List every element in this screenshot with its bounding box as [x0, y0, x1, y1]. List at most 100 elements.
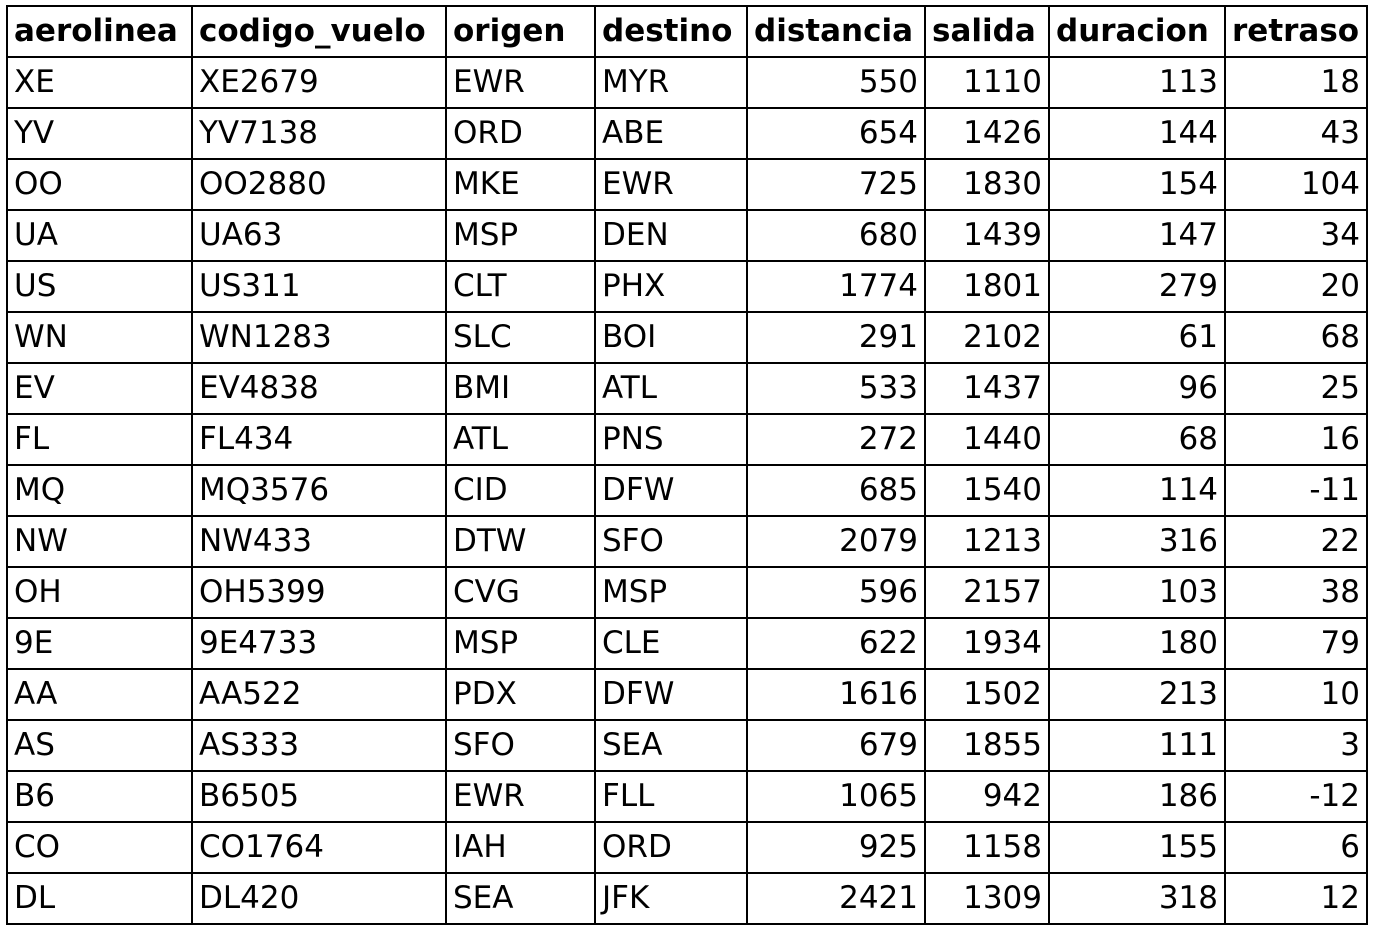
cell-duracion[interactable]: 103 [1048, 566, 1226, 619]
cell-destino[interactable]: MYR [594, 56, 748, 109]
cell-codigo-vuelo[interactable]: OO2880 [191, 158, 447, 211]
cell-origen[interactable]: EWR [445, 56, 596, 109]
cell-salida[interactable]: 1426 [924, 107, 1050, 160]
cell-retraso[interactable]: -12 [1224, 770, 1368, 823]
cell-origen[interactable]: DTW [445, 515, 596, 568]
cell-destino[interactable]: DFW [594, 668, 748, 721]
cell-destino[interactable]: CLE [594, 617, 748, 670]
cell-duracion[interactable]: 154 [1048, 158, 1226, 211]
cell-destino[interactable]: JFK [594, 872, 748, 925]
cell-retraso[interactable]: 104 [1224, 158, 1368, 211]
cell-retraso[interactable]: 79 [1224, 617, 1368, 670]
cell-duracion[interactable]: 180 [1048, 617, 1226, 670]
cell-destino[interactable]: ABE [594, 107, 748, 160]
cell-origen[interactable]: EWR [445, 770, 596, 823]
cell-duracion[interactable]: 113 [1048, 56, 1226, 109]
cell-origen[interactable]: MSP [445, 209, 596, 262]
cell-retraso[interactable]: 68 [1224, 311, 1368, 364]
cell-retraso[interactable]: 25 [1224, 362, 1368, 415]
cell-destino[interactable]: SFO [594, 515, 748, 568]
cell-salida[interactable]: 1502 [924, 668, 1050, 721]
cell-codigo-vuelo[interactable]: FL434 [191, 413, 447, 466]
cell-aerolinea[interactable]: B6 [6, 770, 193, 823]
cell-origen[interactable]: PDX [445, 668, 596, 721]
cell-origen[interactable]: CID [445, 464, 596, 517]
cell-aerolinea[interactable]: AS [6, 719, 193, 772]
cell-codigo-vuelo[interactable]: EV4838 [191, 362, 447, 415]
cell-distancia[interactable]: 622 [746, 617, 926, 670]
cell-salida[interactable]: 1540 [924, 464, 1050, 517]
cell-distancia[interactable]: 533 [746, 362, 926, 415]
cell-codigo-vuelo[interactable]: WN1283 [191, 311, 447, 364]
cell-origen[interactable]: SLC [445, 311, 596, 364]
cell-retraso[interactable]: 3 [1224, 719, 1368, 772]
cell-retraso[interactable]: 38 [1224, 566, 1368, 619]
cell-salida[interactable]: 1309 [924, 872, 1050, 925]
cell-aerolinea[interactable]: OH [6, 566, 193, 619]
cell-retraso[interactable]: 6 [1224, 821, 1368, 874]
cell-codigo-vuelo[interactable]: CO1764 [191, 821, 447, 874]
column-header-duracion[interactable]: duracion [1048, 5, 1226, 58]
cell-aerolinea[interactable]: XE [6, 56, 193, 109]
cell-codigo-vuelo[interactable]: 9E4733 [191, 617, 447, 670]
cell-salida[interactable]: 1213 [924, 515, 1050, 568]
cell-destino[interactable]: SEA [594, 719, 748, 772]
column-header-distancia[interactable]: distancia [746, 5, 926, 58]
cell-destino[interactable]: MSP [594, 566, 748, 619]
cell-origen[interactable]: MSP [445, 617, 596, 670]
cell-codigo-vuelo[interactable]: NW433 [191, 515, 447, 568]
cell-distancia[interactable]: 550 [746, 56, 926, 109]
cell-duracion[interactable]: 68 [1048, 413, 1226, 466]
cell-retraso[interactable]: -11 [1224, 464, 1368, 517]
cell-distancia[interactable]: 1065 [746, 770, 926, 823]
cell-salida[interactable]: 942 [924, 770, 1050, 823]
cell-origen[interactable]: BMI [445, 362, 596, 415]
cell-salida[interactable]: 1110 [924, 56, 1050, 109]
cell-salida[interactable]: 1437 [924, 362, 1050, 415]
cell-codigo-vuelo[interactable]: MQ3576 [191, 464, 447, 517]
cell-salida[interactable]: 1855 [924, 719, 1050, 772]
column-header-retraso[interactable]: retraso [1224, 5, 1368, 58]
cell-distancia[interactable]: 272 [746, 413, 926, 466]
cell-codigo-vuelo[interactable]: UA63 [191, 209, 447, 262]
cell-retraso[interactable]: 43 [1224, 107, 1368, 160]
cell-destino[interactable]: ORD [594, 821, 748, 874]
cell-aerolinea[interactable]: EV [6, 362, 193, 415]
cell-aerolinea[interactable]: CO [6, 821, 193, 874]
cell-duracion[interactable]: 111 [1048, 719, 1226, 772]
cell-aerolinea[interactable]: UA [6, 209, 193, 262]
cell-retraso[interactable]: 12 [1224, 872, 1368, 925]
cell-origen[interactable]: IAH [445, 821, 596, 874]
cell-retraso[interactable]: 22 [1224, 515, 1368, 568]
cell-distancia[interactable]: 2421 [746, 872, 926, 925]
cell-salida[interactable]: 2157 [924, 566, 1050, 619]
cell-destino[interactable]: EWR [594, 158, 748, 211]
cell-codigo-vuelo[interactable]: DL420 [191, 872, 447, 925]
cell-aerolinea[interactable]: OO [6, 158, 193, 211]
cell-duracion[interactable]: 147 [1048, 209, 1226, 262]
cell-distancia[interactable]: 654 [746, 107, 926, 160]
cell-duracion[interactable]: 61 [1048, 311, 1226, 364]
cell-aerolinea[interactable]: YV [6, 107, 193, 160]
cell-retraso[interactable]: 34 [1224, 209, 1368, 262]
cell-origen[interactable]: MKE [445, 158, 596, 211]
cell-duracion[interactable]: 96 [1048, 362, 1226, 415]
cell-destino[interactable]: ATL [594, 362, 748, 415]
cell-duracion[interactable]: 155 [1048, 821, 1226, 874]
cell-salida[interactable]: 1158 [924, 821, 1050, 874]
cell-duracion[interactable]: 186 [1048, 770, 1226, 823]
cell-origen[interactable]: CLT [445, 260, 596, 313]
cell-origen[interactable]: ATL [445, 413, 596, 466]
cell-destino[interactable]: PNS [594, 413, 748, 466]
cell-distancia[interactable]: 1616 [746, 668, 926, 721]
cell-distancia[interactable]: 596 [746, 566, 926, 619]
column-header-aerolinea[interactable]: aerolinea [6, 5, 193, 58]
cell-duracion[interactable]: 279 [1048, 260, 1226, 313]
cell-destino[interactable]: PHX [594, 260, 748, 313]
cell-codigo-vuelo[interactable]: US311 [191, 260, 447, 313]
cell-salida[interactable]: 1439 [924, 209, 1050, 262]
cell-aerolinea[interactable]: WN [6, 311, 193, 364]
cell-distancia[interactable]: 685 [746, 464, 926, 517]
cell-salida[interactable]: 1801 [924, 260, 1050, 313]
cell-salida[interactable]: 1934 [924, 617, 1050, 670]
